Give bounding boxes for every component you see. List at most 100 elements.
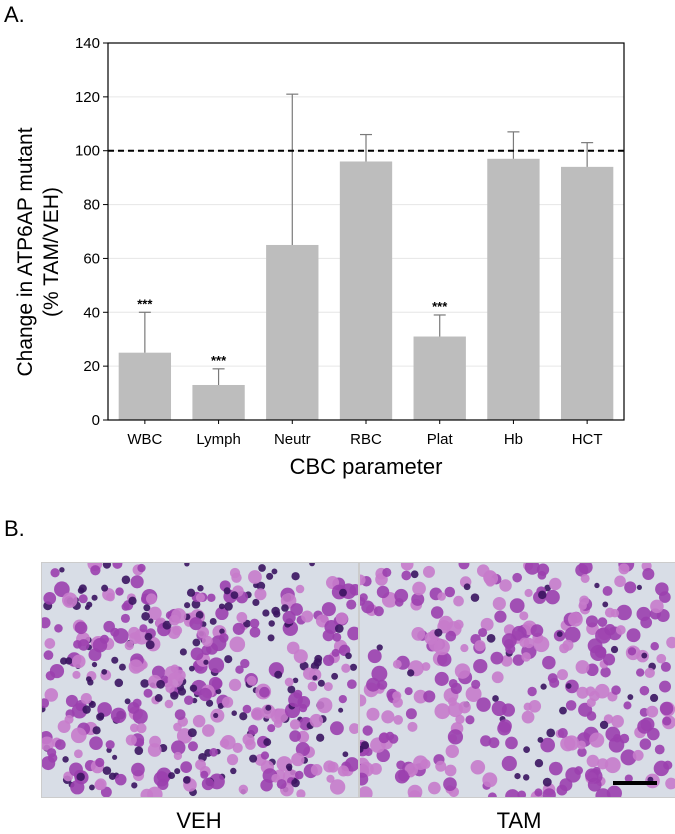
cell — [49, 663, 65, 679]
cell — [186, 588, 196, 597]
cell — [97, 712, 105, 720]
cell — [453, 595, 464, 607]
cell — [92, 726, 101, 735]
cell — [659, 701, 674, 716]
cell — [488, 737, 500, 749]
cell — [523, 702, 532, 711]
cell — [91, 594, 98, 601]
cell — [189, 617, 203, 631]
cell — [597, 617, 608, 627]
cell — [85, 676, 92, 682]
cell — [663, 760, 673, 770]
cell — [249, 754, 258, 763]
bar-rbc — [339, 161, 393, 420]
cell — [453, 619, 464, 630]
cell — [202, 724, 215, 737]
cell — [223, 587, 231, 595]
cell — [565, 683, 572, 689]
cell — [644, 667, 655, 679]
cell — [312, 675, 318, 681]
cell — [288, 692, 303, 708]
y-tick-label: 120 — [75, 89, 100, 106]
cell — [567, 611, 583, 627]
cell — [627, 694, 634, 700]
cell — [549, 577, 562, 591]
cell — [271, 606, 280, 616]
cell — [260, 751, 270, 760]
cell — [101, 584, 109, 592]
cell — [394, 769, 409, 784]
cell — [274, 670, 283, 679]
cell — [143, 688, 153, 698]
cell — [377, 679, 388, 690]
cell — [367, 649, 382, 664]
cell — [63, 771, 74, 782]
cell — [291, 778, 300, 788]
cell — [248, 570, 262, 584]
cell — [447, 729, 464, 745]
cell — [265, 704, 272, 711]
cell — [276, 779, 287, 790]
cell — [627, 647, 637, 656]
bar-wbc — [118, 352, 172, 420]
cell — [366, 707, 380, 721]
panel-a-label: A. — [4, 2, 25, 27]
bar-neutr — [266, 244, 319, 420]
cell — [594, 582, 600, 589]
cell — [557, 728, 568, 739]
cell — [140, 679, 150, 688]
cell — [619, 733, 630, 744]
cell — [201, 645, 212, 656]
cell — [62, 756, 69, 763]
cell — [187, 741, 198, 752]
cell — [232, 742, 243, 754]
cell — [345, 652, 352, 660]
cell — [220, 735, 236, 750]
cell — [201, 777, 215, 791]
cell — [557, 669, 568, 681]
cell — [611, 685, 621, 695]
cell — [373, 606, 384, 617]
x-tick-label-rbc: RBC — [350, 431, 382, 448]
cell — [72, 670, 81, 679]
cell — [460, 644, 469, 653]
cell — [491, 700, 507, 717]
cell — [284, 677, 294, 687]
cell — [180, 761, 193, 773]
cell — [641, 652, 648, 659]
significance-plat: *** — [432, 299, 448, 314]
cell — [480, 735, 492, 747]
cell — [209, 748, 218, 757]
cell — [533, 636, 550, 653]
cell — [665, 777, 675, 790]
cell — [606, 785, 622, 797]
cell — [200, 770, 209, 779]
cell — [141, 612, 150, 621]
cell — [47, 748, 57, 758]
cell — [145, 640, 155, 650]
cell — [89, 736, 103, 750]
cell — [339, 588, 347, 597]
y-tick-label: 100 — [75, 143, 100, 160]
cell — [412, 581, 426, 596]
cell — [218, 603, 225, 610]
cell — [132, 709, 148, 725]
cell — [662, 716, 672, 726]
cell — [108, 772, 117, 780]
cell — [62, 592, 78, 608]
cell — [147, 743, 162, 757]
cell — [523, 746, 530, 754]
cell — [290, 603, 303, 616]
cell — [499, 579, 512, 592]
cell — [362, 725, 373, 736]
cell — [580, 573, 590, 583]
cell — [114, 678, 124, 688]
cell — [405, 708, 417, 720]
cell — [523, 637, 535, 649]
cell — [394, 588, 409, 603]
cell — [611, 714, 624, 728]
cell — [197, 585, 204, 592]
cell — [76, 772, 85, 782]
bar-plat — [413, 336, 466, 420]
cell — [228, 678, 242, 692]
